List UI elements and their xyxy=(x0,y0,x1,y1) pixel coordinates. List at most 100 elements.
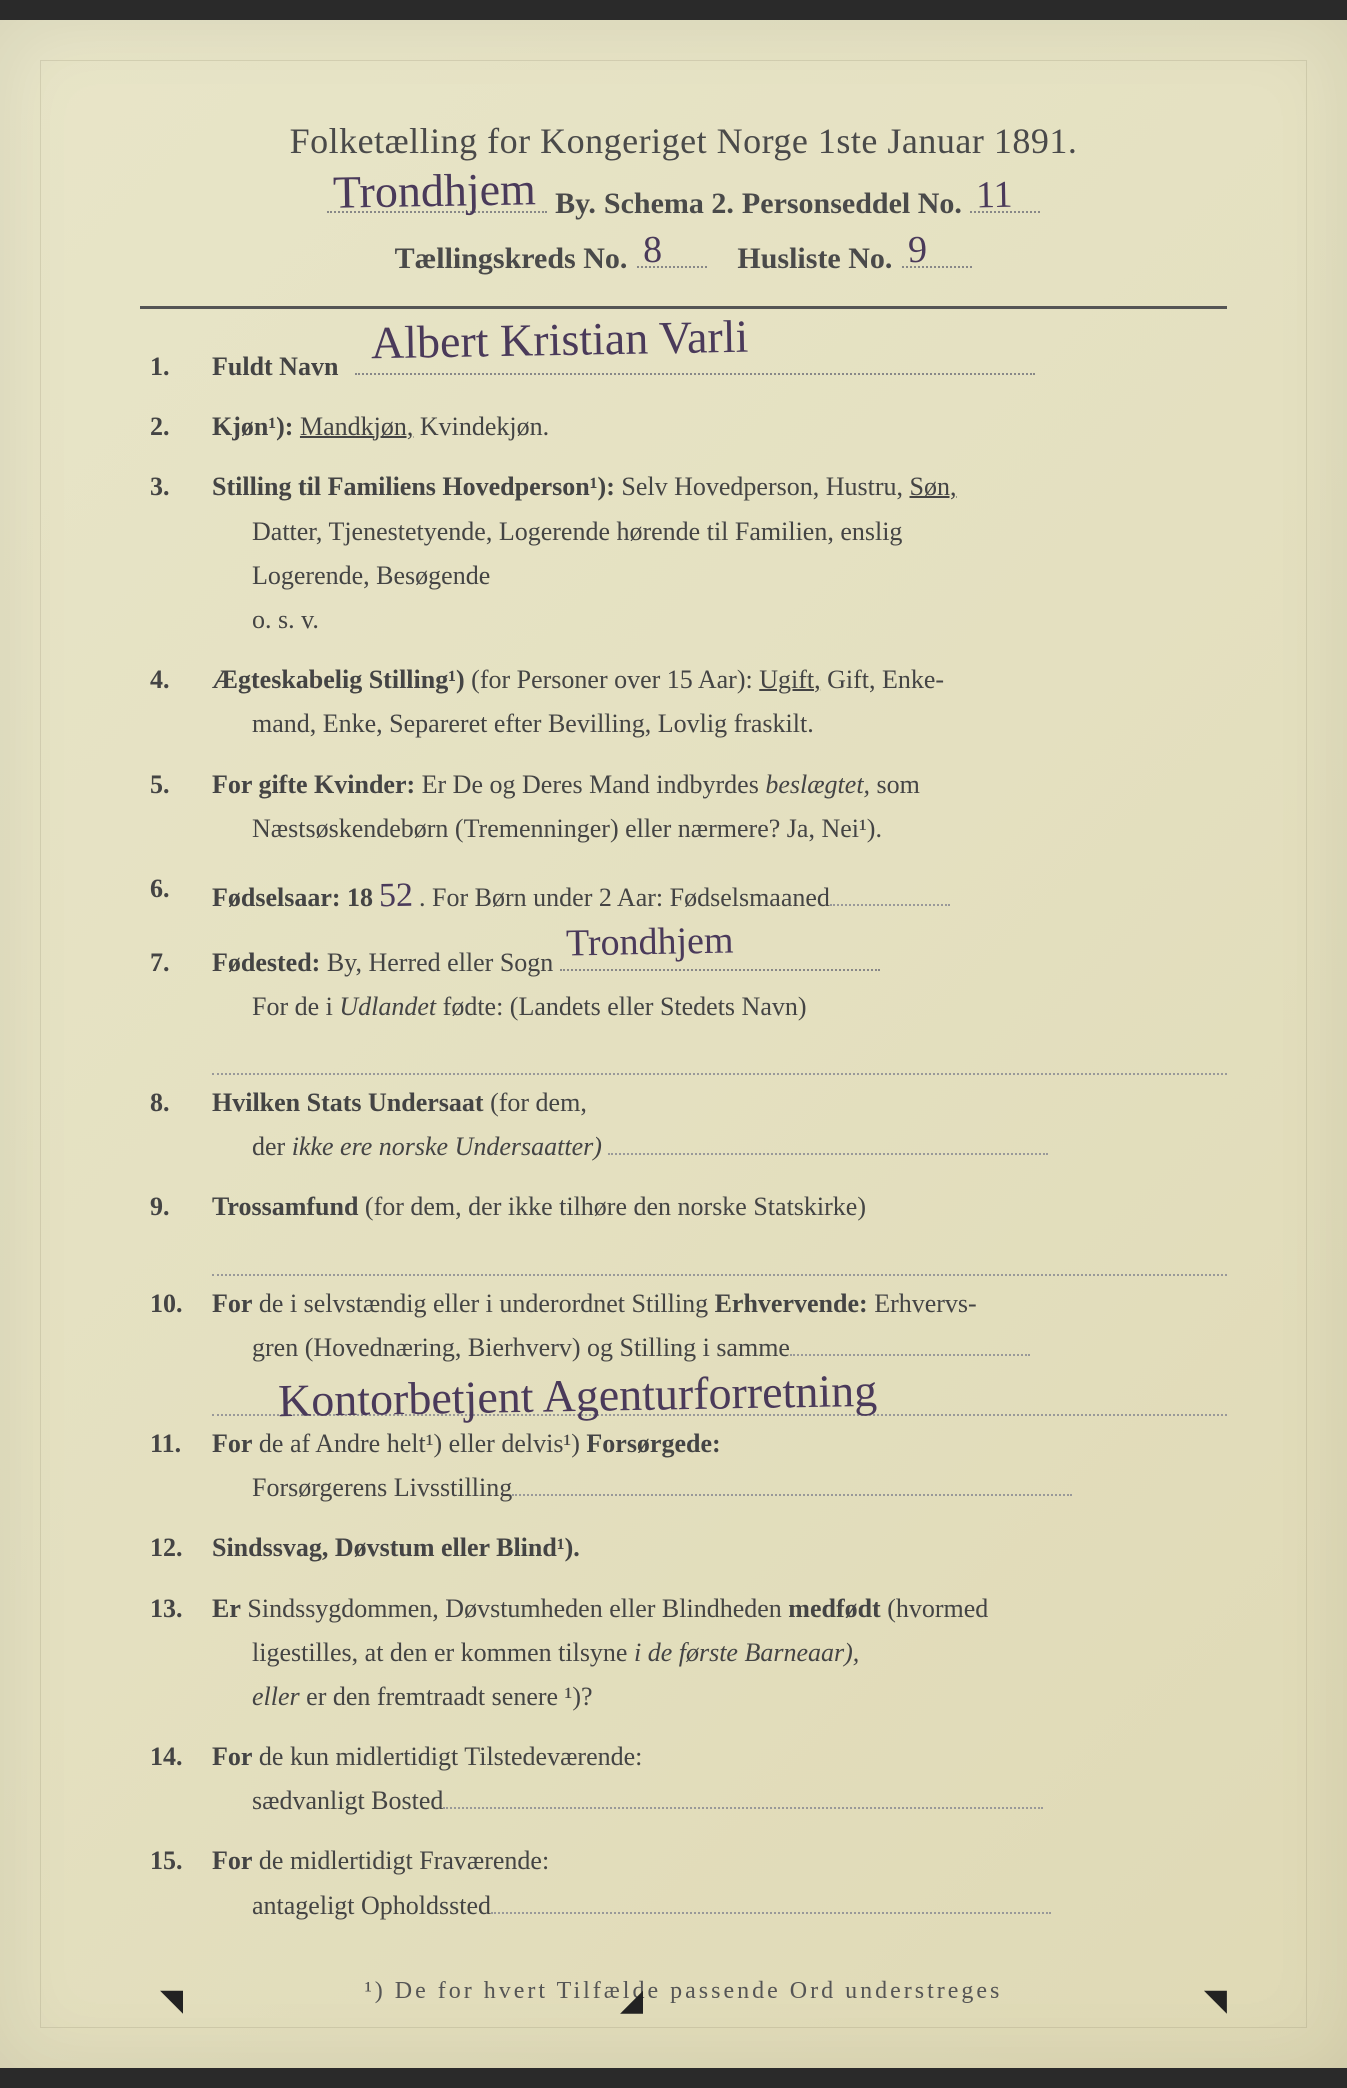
blank-row-10: Kontorbetjent Agenturforretning xyxy=(212,1386,1227,1416)
item-1-label: Fuldt Navn xyxy=(212,352,338,381)
item-7-num: 7. xyxy=(150,941,212,1029)
item-10-label2: Erhvervende: xyxy=(715,1289,868,1318)
city-handwritten: Trondhjem xyxy=(327,162,543,219)
item-4-ugift: Ugift, xyxy=(759,665,820,694)
item-5-line2: Næstsøskendebørn (Tremenninger) eller næ… xyxy=(212,807,1227,851)
item-8-num: 8. xyxy=(150,1081,212,1169)
item-14: 14. For de kun midlertidigt Tilstedevære… xyxy=(150,1735,1227,1823)
item-7: 7. Fødested: By, Herred eller Sogn Trond… xyxy=(150,941,1227,1029)
item-11-t1: de af Andre helt¹) eller delvis¹) xyxy=(252,1429,586,1458)
birthplace-field: Trondhjem xyxy=(560,942,880,971)
item-7-t1: By, Herred eller Sogn xyxy=(320,948,559,977)
item-8-label: Hvilken Stats Undersaat xyxy=(212,1088,484,1117)
taellingskreds-label: Tællingskreds No. xyxy=(395,242,628,276)
item-10-body: For de i selvstændig eller i underordnet… xyxy=(212,1282,1227,1370)
item-3-line1: Selv Hovedperson, Hustru, xyxy=(615,472,910,501)
item-4-label: Ægteskabelig Stilling¹) xyxy=(212,665,465,694)
mark-center: ◢ xyxy=(620,1983,643,2018)
item-15-body: For de midlertidigt Fraværende: antageli… xyxy=(212,1839,1227,1927)
item-13: 13. Er Sindssygdommen, Døvstumheden elle… xyxy=(150,1587,1227,1720)
item-6-label: Fødselsaar: 18 xyxy=(212,883,373,912)
personseddel-label: Personseddel No. xyxy=(742,187,962,221)
form-header: Folketælling for Kongeriget Norge 1ste J… xyxy=(140,120,1227,276)
by-label: By. xyxy=(555,187,596,221)
item-10-l2: gren (Hovednæring, Bierhverv) og Stillin… xyxy=(252,1333,790,1362)
item-4-line2: mand, Enke, Separeret efter Bevilling, L… xyxy=(212,702,1227,746)
item-12-body: Sindssvag, Døvstum eller Blind¹). xyxy=(212,1526,1227,1570)
header-line-3: Tællingskreds No. 8 Husliste No. 9 xyxy=(140,235,1227,276)
item-7-line2: For de i Udlandet fødte: (Landets eller … xyxy=(212,985,1227,1029)
item-5-num: 5. xyxy=(150,763,212,851)
item-13-l3: er den fremtraadt senere ¹)? xyxy=(300,1682,593,1711)
item-6-num: 6. xyxy=(150,867,212,925)
footnote: ¹) De for hvert Tilfælde passende Ord un… xyxy=(140,1978,1227,2005)
item-14-fill xyxy=(443,1783,1043,1809)
item-15-l2: antageligt Opholdssted xyxy=(252,1891,491,1920)
husliste-no: 9 xyxy=(902,228,934,273)
item-6-t2: . For Børn under 2 Aar: Fødselsmaaned xyxy=(419,883,830,912)
husliste-field: 9 xyxy=(902,235,972,268)
personseddel-field: 11 xyxy=(970,180,1040,213)
item-11-l2: Forsørgerens Livsstilling xyxy=(252,1473,512,1502)
item-10-line2: gren (Hovednæring, Bierhverv) og Stillin… xyxy=(212,1326,1227,1370)
item-13-t1: Sindssygdommen, Døvstumheden eller Blind… xyxy=(241,1594,788,1623)
item-9: 9. Trossamfund (for dem, der ikke tilhør… xyxy=(150,1185,1227,1229)
item-14-label: For xyxy=(212,1742,252,1771)
item-3-son: Søn, xyxy=(910,472,957,501)
item-13-label2: medfødt xyxy=(788,1594,880,1623)
item-1: 1. Fuldt Navn Albert Kristian Varli xyxy=(150,345,1227,389)
item-11-fill xyxy=(512,1470,1072,1496)
schema-label: Schema 2. xyxy=(604,187,734,221)
item-13-body: Er Sindssygdommen, Døvstumheden eller Bl… xyxy=(212,1587,1227,1720)
item-12-label: Sindssvag, Døvstum eller Blind¹). xyxy=(212,1533,580,1562)
item-12: 12. Sindssvag, Døvstum eller Blind¹). xyxy=(150,1526,1227,1570)
item-4-t1: (for Personer over 15 Aar): xyxy=(465,665,760,694)
item-3-line4: o. s. v. xyxy=(212,598,1227,642)
item-10-t1: de i selvstændig eller i underordnet Sti… xyxy=(252,1289,714,1318)
item-13-l2i: i de første Barneaar), xyxy=(634,1638,859,1667)
item-7-l2b: fødte: (Landets eller Stedets Navn) xyxy=(436,992,806,1021)
taellingskreds-no: 8 xyxy=(637,228,669,273)
item-2-label: Kjøn¹): xyxy=(212,412,293,441)
item-4: 4. Ægteskabelig Stilling¹) (for Personer… xyxy=(150,658,1227,746)
census-form-page: Folketælling for Kongeriget Norge 1ste J… xyxy=(0,20,1347,2068)
item-8-fill xyxy=(608,1129,1048,1155)
item-15: 15. For de midlertidigt Fraværende: anta… xyxy=(150,1839,1227,1927)
item-7-l2i: Udlandet xyxy=(339,992,436,1021)
occupation-handwritten: Kontorbetjent Agenturforretning xyxy=(272,1364,884,1428)
header-line-2: Trondhjem By. Schema 2. Personseddel No.… xyxy=(140,180,1227,221)
item-10-label: For xyxy=(212,1289,252,1318)
item-15-line2: antageligt Opholdssted xyxy=(212,1884,1227,1928)
item-11: 11. For de af Andre helt¹) eller delvis¹… xyxy=(150,1422,1227,1510)
item-8-line2: der ikke ere norske Undersaatter) xyxy=(212,1125,1227,1169)
item-11-body: For de af Andre helt¹) eller delvis¹) Fo… xyxy=(212,1422,1227,1510)
item-12-num: 12. xyxy=(150,1526,212,1570)
item-14-l2: sædvanligt Bosted xyxy=(252,1786,443,1815)
item-7-l2a: For de i xyxy=(252,992,339,1021)
item-13-line3: eller er den fremtraadt senere ¹)? xyxy=(212,1675,1227,1719)
item-13-label: Er xyxy=(212,1594,241,1623)
item-2-kvindekjon: Kvindekjøn. xyxy=(413,412,549,441)
item-5-t1: Er De og Deres Mand indbyrdes xyxy=(415,770,765,799)
item-4-num: 4. xyxy=(150,658,212,746)
item-5: 5. For gifte Kvinder: Er De og Deres Man… xyxy=(150,763,1227,851)
item-2-mandkjon: Mandkjøn, xyxy=(300,412,413,441)
item-3: 3. Stilling til Familiens Hovedperson¹):… xyxy=(150,465,1227,642)
mark-left: ◥ xyxy=(160,1983,183,2018)
item-7-label: Fødested: xyxy=(212,948,320,977)
item-14-line2: sædvanligt Bosted xyxy=(212,1779,1227,1823)
item-15-label: For xyxy=(212,1846,252,1875)
name-field: Albert Kristian Varli xyxy=(355,346,1035,375)
item-10: 10. For de i selvstændig eller i underor… xyxy=(150,1282,1227,1370)
item-11-line2: Forsørgerens Livsstilling xyxy=(212,1466,1227,1510)
form-items: 1. Fuldt Navn Albert Kristian Varli 2. K… xyxy=(140,345,1227,1928)
item-9-body: Trossamfund (for dem, der ikke tilhøre d… xyxy=(212,1185,1227,1229)
item-10-t2: Erhvervs- xyxy=(868,1289,977,1318)
item-13-t2: (hvormed xyxy=(881,1594,989,1623)
item-15-fill xyxy=(491,1888,1051,1914)
taellingskreds-field: 8 xyxy=(637,235,707,268)
item-2-body: Kjøn¹): Mandkjøn, Kvindekjøn. xyxy=(212,405,1227,449)
item-8-l2i: ikke ere norske Undersaatter) xyxy=(292,1132,602,1161)
item-5-body: For gifte Kvinder: Er De og Deres Mand i… xyxy=(212,763,1227,851)
item-9-label: Trossamfund xyxy=(212,1192,358,1221)
